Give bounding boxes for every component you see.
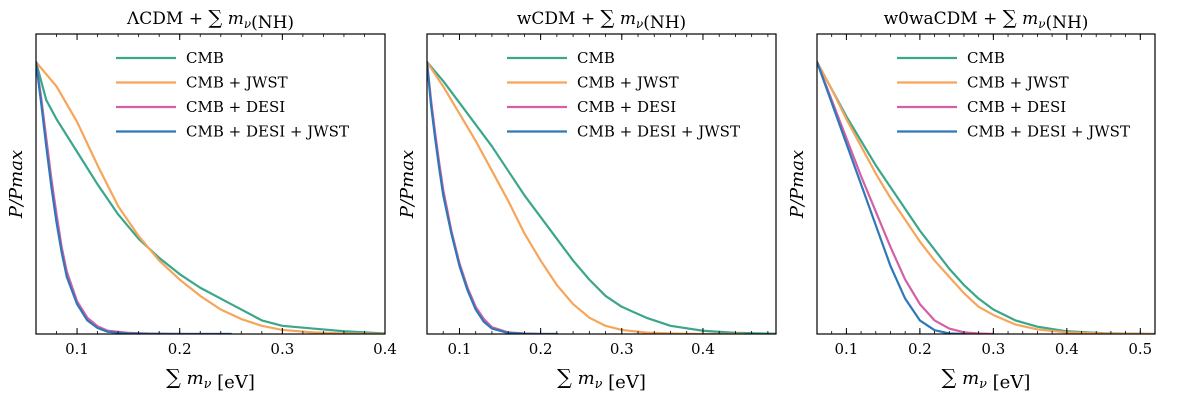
y-axis-label: P/Pmax [6, 150, 27, 219]
panel-2: 0.1 0.2 0.3 0.4 wCDM + ∑ mν(NH) ∑ mν [eV] P/Pm… [397, 6, 777, 393]
x-tick-label: 0.2 [908, 340, 932, 358]
series-line-cmb-desi [427, 60, 558, 334]
series-line-cmb-jwst [36, 60, 385, 334]
legend-entry: CMB + DESI + JWST [967, 123, 1130, 141]
series-line-cmb-desi-jwst [427, 60, 558, 334]
panel-title: w0waCDM + ∑ mν(NH) [884, 6, 1089, 33]
plot-frame [35, 33, 386, 335]
legend-entry: CMB + JWST [967, 74, 1069, 92]
series-line-cmb [817, 60, 1155, 334]
x-axis-label: ∑ mν [eV] [557, 365, 646, 393]
legend-entry: CMB + DESI [186, 98, 285, 116]
x-tick-label: 0.4 [691, 340, 715, 358]
legend-entry: CMB + DESI + JWST [186, 123, 349, 141]
x-tick-label: 0.1 [65, 340, 89, 358]
x-axis-label: ∑ mν [eV] [166, 365, 255, 393]
legend-entry: CMB [186, 49, 224, 67]
y-axis-label: P/Pmax [397, 150, 418, 219]
series-line-cmb [427, 60, 776, 334]
x-tick-label: 0.3 [270, 340, 294, 358]
panel-title: wCDM + ∑ mν(NH) [517, 6, 686, 33]
x-tick-label: 0.2 [168, 340, 192, 358]
legend-entry: CMB + DESI + JWST [577, 123, 740, 141]
series-line-cmb [36, 60, 385, 334]
legend-entry: CMB + DESI [577, 98, 676, 116]
panel-3: 0.1 0.2 0.3 0.4 0.5 w0waCDM + ∑ mν(NH) ∑ mν [e… [787, 6, 1156, 393]
y-axis-label: P/Pmax [787, 150, 808, 219]
legend-entry: CMB + JWST [577, 74, 679, 92]
legend-entry: CMB [577, 49, 615, 67]
plot-frame [816, 33, 1156, 335]
x-axis-label: ∑ mν [eV] [942, 365, 1031, 393]
panel-1: 0.1 0.2 0.3 0.4 ΛCDM + ∑ mν(NH) ∑ mν [eV] P/Pm… [6, 6, 397, 393]
legend-entry: CMB + DESI [967, 98, 1066, 116]
legend-entry: CMB + JWST [186, 74, 288, 92]
x-tick-label: 0.2 [529, 340, 553, 358]
legend-entry: CMB [967, 49, 1005, 67]
series-line-cmb-desi-jwst [817, 60, 966, 334]
panel-title: ΛCDM + ∑ mν(NH) [126, 6, 294, 33]
x-tick-label: 0.4 [1055, 340, 1079, 358]
plot-frame [426, 33, 777, 335]
x-tick-label: 0.5 [1128, 340, 1152, 358]
x-tick-label: 0.3 [981, 340, 1005, 358]
x-tick-label: 0.1 [448, 340, 472, 358]
series-line-cmb-jwst [817, 60, 1155, 334]
x-tick-label: 0.4 [373, 340, 397, 358]
x-tick-label: 0.1 [834, 340, 858, 358]
x-tick-label: 0.3 [610, 340, 634, 358]
